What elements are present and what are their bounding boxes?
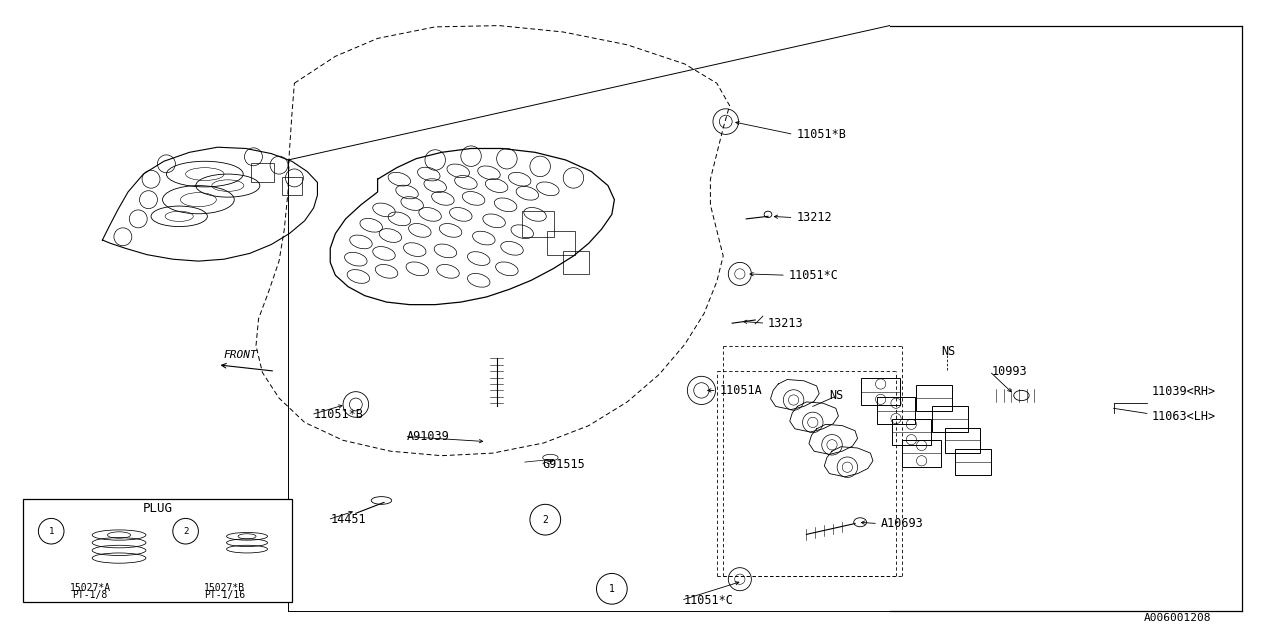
Bar: [861, 378, 900, 405]
Bar: [916, 385, 952, 411]
Text: 11051*C: 11051*C: [788, 269, 838, 282]
Bar: [251, 163, 274, 182]
Bar: [932, 406, 968, 432]
Text: G91515: G91515: [543, 458, 585, 470]
Text: 15027*A: 15027*A: [69, 582, 111, 593]
Bar: [877, 397, 915, 424]
Text: A91039: A91039: [407, 430, 449, 443]
Text: NS: NS: [829, 389, 844, 402]
Text: PLUG: PLUG: [142, 502, 173, 515]
Text: 11051*B: 11051*B: [314, 408, 364, 421]
Text: 2: 2: [543, 515, 548, 525]
Text: 11051A: 11051A: [719, 384, 762, 397]
Text: 13212: 13212: [796, 211, 832, 224]
Text: 1: 1: [609, 584, 614, 594]
Text: 14451: 14451: [330, 513, 366, 526]
Text: 11051*B: 11051*B: [796, 128, 846, 141]
Bar: [892, 419, 931, 445]
Text: NS: NS: [941, 346, 955, 358]
Text: 11063<LH>: 11063<LH>: [1152, 410, 1216, 422]
Bar: [945, 428, 980, 453]
Bar: [902, 440, 941, 467]
Text: A006001208: A006001208: [1144, 612, 1211, 623]
Text: 11039<RH>: 11039<RH>: [1152, 385, 1216, 398]
Bar: [23, 499, 292, 602]
Text: 10993: 10993: [992, 365, 1028, 378]
Text: 13213: 13213: [768, 317, 804, 330]
Text: 1: 1: [49, 527, 54, 536]
Text: 11051*C: 11051*C: [684, 594, 733, 607]
Bar: [282, 177, 302, 195]
Bar: [955, 449, 991, 475]
Text: A10693: A10693: [881, 517, 923, 530]
Text: 2: 2: [183, 527, 188, 536]
Text: PT-1/16: PT-1/16: [204, 590, 246, 600]
Text: PT-1/8: PT-1/8: [73, 590, 108, 600]
Text: 15027*B: 15027*B: [204, 582, 246, 593]
Text: FRONT: FRONT: [224, 349, 257, 360]
